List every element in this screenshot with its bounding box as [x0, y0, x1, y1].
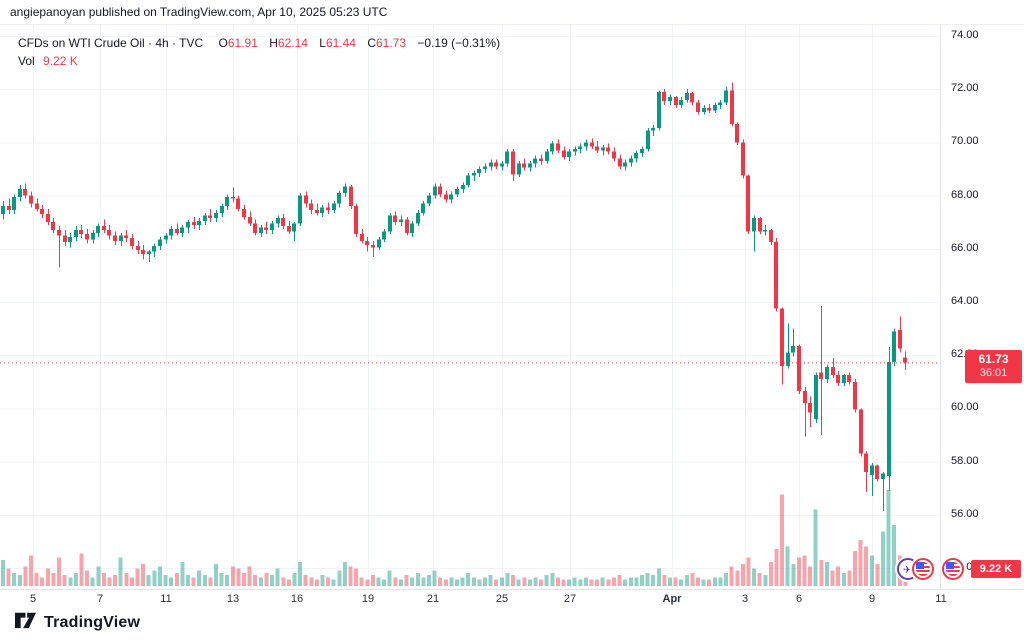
volume-layer: [1, 490, 908, 586]
us-flag-event-icon[interactable]: [912, 558, 934, 580]
symbol-legend[interactable]: CFDs on WTI Crude Oil · 4h · TVC O61.91 …: [18, 34, 500, 70]
legend-ohlc-row: CFDs on WTI Crude Oil · 4h · TVC O61.91 …: [18, 34, 500, 52]
price-tick-label: 56.00: [951, 507, 979, 520]
time-tick-label: 25: [495, 593, 509, 605]
time-tick-label: 13: [226, 593, 240, 605]
time-tick-label: 21: [426, 593, 440, 605]
candlestick-layer: [1, 82, 907, 511]
time-tick-label: 5: [29, 593, 37, 605]
price-tick-label: 68.00: [951, 188, 979, 201]
candlestick-chart[interactable]: [0, 25, 1024, 609]
last-price-badge: 61.73 36:01: [965, 350, 1022, 383]
close-label: C: [367, 36, 376, 50]
high-label: H: [269, 36, 278, 50]
time-axis[interactable]: 5 7 11 13 16 19 21 25 27 Apr 3 6 9 11: [0, 589, 1024, 610]
time-tick-label: 11: [160, 593, 172, 605]
time-tick-label: Apr: [662, 593, 682, 605]
attribution-text: angiepanoyan published on TradingView.co…: [10, 5, 388, 19]
volume-axis-badge: 9.22 K: [971, 560, 1021, 578]
time-tick-label: 9: [868, 593, 876, 605]
price-tick-label: 74.00: [951, 29, 979, 41]
time-tick-label: 19: [361, 593, 375, 605]
volume-value: 9.22 K: [43, 54, 78, 68]
low-label: L: [319, 36, 326, 50]
symbol-title[interactable]: CFDs on WTI Crude Oil · 4h · TVC: [18, 36, 204, 50]
price-tick-label: 58.00: [951, 454, 979, 467]
open-label: O: [218, 36, 228, 50]
chart-container[interactable]: CFDs on WTI Crude Oil · 4h · TVC O61.91 …: [0, 24, 1024, 610]
volume-label: Vol: [18, 54, 35, 68]
last-price-value: 61.73: [978, 352, 1009, 366]
price-tick-label: 70.00: [951, 135, 979, 148]
time-tick-label: 3: [741, 593, 749, 605]
price-tick-label: 66.00: [951, 241, 979, 254]
tradingview-logo-icon: [15, 612, 36, 629]
tradingview-logo-text: TradingView: [44, 613, 141, 631]
change-value: −0.19 (−0.31%): [417, 36, 501, 50]
grid-layer: [0, 25, 942, 589]
open-value: 61.91: [227, 36, 258, 50]
idea-glyph-icon: ✈: [903, 565, 912, 576]
time-tick-label: 7: [96, 593, 104, 605]
price-axis[interactable]: 74.0072.0070.0068.0066.0064.0062.0060.00…: [940, 25, 1024, 589]
price-tick-label: 72.00: [951, 82, 979, 95]
time-tick-label: 11: [935, 593, 947, 605]
us-flag-event-icon-2[interactable]: [942, 558, 964, 580]
price-tick-label: 64.00: [951, 295, 979, 307]
us-flag-icon: [946, 562, 960, 576]
us-flag-icon: [916, 562, 930, 576]
high-value: 62.14: [277, 36, 308, 50]
close-value: 61.73: [376, 36, 407, 50]
time-tick-label: 6: [795, 593, 803, 605]
tradingview-logo[interactable]: TradingView: [14, 612, 140, 633]
bar-countdown: 36:01: [979, 367, 1008, 379]
time-tick-label: 16: [290, 593, 304, 605]
time-tick-label: 27: [563, 593, 577, 605]
price-tick-label: 60.00: [951, 401, 979, 414]
low-value: 61.44: [325, 36, 356, 50]
legend-volume-row: Vol 9.22 K: [18, 52, 500, 70]
